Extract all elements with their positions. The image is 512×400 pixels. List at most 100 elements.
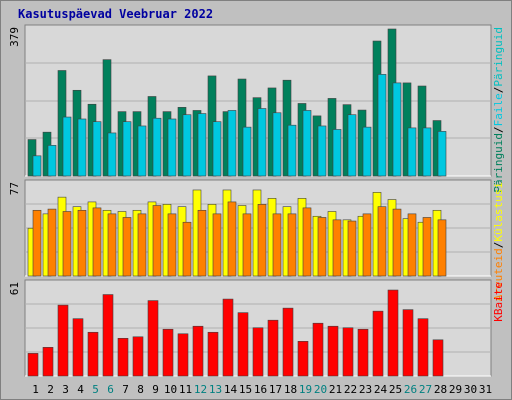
bar-middle-s1-d2 (47, 208, 57, 277)
bar-middle-s1-d23 (362, 213, 372, 277)
bar-top-s1-d9 (152, 117, 162, 177)
bar-middle-s1-d17 (272, 213, 282, 277)
bar-bottom-s0-d16 (252, 327, 264, 377)
bar-middle-s1-d16 (257, 204, 267, 277)
bar-bottom-s0-d4 (72, 318, 84, 377)
bar-top-s1-d19 (302, 110, 312, 177)
x-tick-label: 31 (479, 383, 492, 396)
bar-bottom-s0-d25 (387, 289, 399, 377)
legend-entry: KBaite (492, 282, 505, 322)
x-tick-label: 3 (62, 383, 69, 396)
bar-top-s1-d1 (32, 155, 42, 177)
panel-middle: 77 Arvuteid/Külastusi (8, 179, 505, 301)
bar-top-s1-d26 (407, 127, 417, 177)
legend: Arvuteid/Külastusi (492, 182, 505, 301)
bar-top-s1-d2 (47, 145, 57, 177)
bar-top-s1-d22 (347, 114, 357, 177)
bar-top-s1-d21 (332, 129, 342, 177)
y-max-label: 77 (8, 182, 21, 195)
x-tick-label: 22 (344, 383, 357, 396)
x-tick-label: 13 (209, 383, 222, 396)
bar-middle-s1-d11 (182, 221, 192, 277)
legend-entry: Külastusi (492, 182, 505, 242)
bar-bottom-s0-d5 (87, 331, 99, 377)
bar-middle-s1-d21 (332, 219, 342, 277)
bar-middle-s1-d7 (122, 217, 132, 277)
bar-middle-s1-d26 (407, 213, 417, 277)
bar-top-s0-d6 (102, 59, 112, 177)
bar-bottom-s0-d14 (222, 298, 234, 377)
bar-top-s1-d17 (272, 112, 282, 177)
bar-bottom-s0-d8 (132, 336, 144, 377)
x-tick-label: 17 (269, 383, 282, 396)
bar-middle-s1-d27 (422, 217, 432, 277)
bar-middle-s1-d5 (92, 207, 102, 277)
bar-bottom-s0-d23 (357, 328, 369, 377)
bar-bottom-s0-d7 (117, 337, 129, 377)
bar-middle-s1-d3 (62, 211, 72, 277)
bar-top-s1-d27 (422, 127, 432, 177)
bar-bottom-s0-d28 (432, 339, 444, 377)
bar-bottom-s0-d3 (57, 304, 69, 377)
x-tick-label: 26 (404, 383, 417, 396)
bar-middle-s1-d20 (317, 217, 327, 277)
legend-entry: / (492, 242, 505, 249)
bar-top-s1-d12 (197, 113, 207, 177)
bar-top-s1-d5 (92, 121, 102, 177)
bar-top-s1-d25 (392, 82, 402, 177)
legend-entry: / (492, 126, 505, 133)
bar-bottom-s0-d6 (102, 294, 114, 377)
x-tick-label: 9 (152, 383, 159, 396)
bar-bottom-s0-d21 (327, 325, 339, 377)
bar-bottom-s0-d20 (312, 322, 324, 377)
bar-middle-s1-d28 (437, 219, 447, 277)
x-tick-label: 2 (47, 383, 54, 396)
x-tick-label: 12 (194, 383, 207, 396)
bar-top-s1-d7 (122, 121, 132, 177)
bar-top-s1-d24 (377, 74, 387, 177)
x-tick-label: 21 (329, 383, 342, 396)
bar-top-s1-d11 (182, 114, 192, 177)
legend-entry: Arvuteid (492, 248, 505, 301)
bar-middle-s1-d9 (152, 205, 162, 277)
legend: KBaite (492, 282, 505, 322)
bar-middle-s1-d8 (137, 213, 147, 277)
bar-top-s1-d20 (317, 125, 327, 177)
bar-bottom-s0-d9 (147, 300, 159, 377)
bar-bottom-s0-d17 (267, 319, 279, 377)
bar-bottom-s0-d26 (402, 309, 414, 377)
bar-top-s1-d15 (242, 126, 252, 177)
bar-top-s1-d28 (437, 131, 447, 177)
bar-bottom-s0-d19 (297, 341, 309, 377)
x-tick-label: 14 (224, 383, 238, 396)
bar-top-s1-d23 (362, 126, 372, 177)
bar-bottom-s0-d15 (237, 312, 249, 377)
x-tick-label: 16 (254, 383, 267, 396)
bar-top-s1-d8 (137, 125, 147, 177)
x-tick-label: 23 (359, 383, 372, 396)
bar-middle-s1-d13 (212, 213, 222, 277)
y-max-label: 379 (8, 27, 21, 47)
x-tick-label: 19 (299, 383, 312, 396)
chart-title: Kasutuspäevad Veebruar 2022 (18, 7, 213, 21)
x-tick-label: 18 (284, 383, 297, 396)
legend-entry: / (492, 87, 505, 94)
legend-entry: Päringuid (492, 133, 505, 193)
bar-middle-s1-d12 (197, 209, 207, 277)
bar-middle-s1-d1 (32, 209, 42, 277)
bar-bottom-s0-d13 (207, 331, 219, 377)
panel-bottom: 61 KBaite (8, 279, 505, 377)
x-tick-label: 4 (77, 383, 84, 396)
x-tick-label: 30 (464, 383, 477, 396)
bar-middle-s1-d24 (377, 206, 387, 277)
bar-middle-s1-d15 (242, 213, 252, 277)
legend-entry: Päringuid (492, 27, 505, 87)
bar-bottom-s0-d11 (177, 333, 189, 377)
bar-bottom-s0-d18 (282, 307, 294, 377)
bar-top-s1-d16 (257, 108, 267, 177)
bar-middle-s1-d14 (227, 201, 237, 277)
x-tick-label: 7 (122, 383, 129, 396)
bar-middle-s1-d18 (287, 213, 297, 277)
